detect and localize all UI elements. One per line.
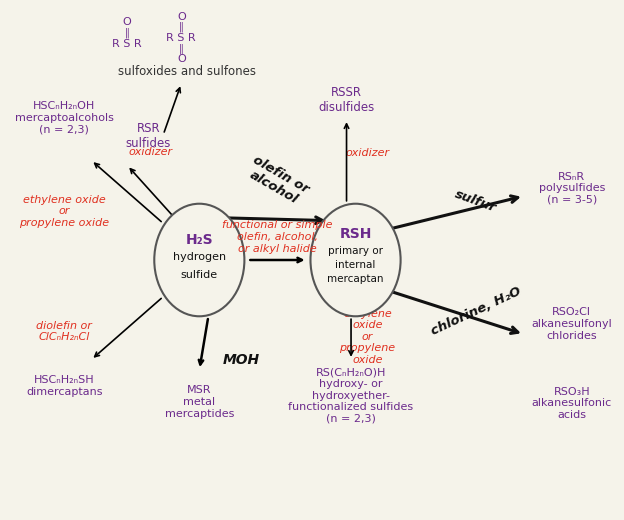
- Ellipse shape: [311, 204, 401, 316]
- Text: RS(CₙH₂ₙO)H
hydroxy- or
hydroxyether-
functionalized sulfides
(n = 2,3): RS(CₙH₂ₙO)H hydroxy- or hydroxyether- fu…: [288, 368, 414, 424]
- Text: olefin or
alcohol: olefin or alcohol: [243, 153, 311, 209]
- Text: oxidizer: oxidizer: [346, 148, 389, 158]
- Text: ‖: ‖: [125, 27, 130, 37]
- Text: internal: internal: [335, 260, 376, 270]
- Text: RSR
sulfides: RSR sulfides: [125, 122, 171, 150]
- Text: sulfide: sulfide: [181, 270, 218, 280]
- Text: sulfoxides and sulfones: sulfoxides and sulfones: [119, 66, 256, 79]
- Text: ‖: ‖: [179, 22, 183, 32]
- Text: ‖: ‖: [179, 44, 183, 55]
- Text: O: O: [123, 17, 132, 27]
- Text: HSCₙH₂ₙSH
dimercaptans: HSCₙH₂ₙSH dimercaptans: [26, 375, 102, 397]
- Text: diolefin or
ClCₙH₂ₙCl: diolefin or ClCₙH₂ₙCl: [36, 321, 92, 343]
- Text: RSSR
disulfides: RSSR disulfides: [318, 86, 374, 114]
- Text: oxidizer: oxidizer: [128, 148, 172, 158]
- Text: ethylene oxide
or
propylene oxide: ethylene oxide or propylene oxide: [19, 195, 109, 228]
- Text: sulfur: sulfur: [453, 188, 499, 215]
- Text: MOH: MOH: [223, 353, 260, 367]
- Text: RSO₃H
alkanesulfonic
acids: RSO₃H alkanesulfonic acids: [532, 387, 612, 420]
- Text: mercaptan: mercaptan: [328, 275, 384, 284]
- Text: HSCₙH₂ₙOH
mercaptoalcohols
(n = 2,3): HSCₙH₂ₙOH mercaptoalcohols (n = 2,3): [15, 101, 114, 135]
- Text: O: O: [177, 54, 186, 64]
- Text: R S R: R S R: [112, 38, 142, 48]
- Text: MSR
metal
mercaptides: MSR metal mercaptides: [165, 385, 234, 419]
- Text: R S R: R S R: [167, 33, 196, 44]
- Text: primary or: primary or: [328, 246, 383, 256]
- Text: hydrogen: hydrogen: [173, 252, 226, 263]
- Text: functional or simple
olefin, alcohol,
or alkyl halide: functional or simple olefin, alcohol, or…: [222, 220, 333, 254]
- Text: RSO₂Cl
alkanesulfonyl
chlorides: RSO₂Cl alkanesulfonyl chlorides: [532, 307, 612, 341]
- Text: H₂S: H₂S: [185, 232, 213, 246]
- Text: O: O: [177, 12, 186, 22]
- Text: chlorine, H₂O: chlorine, H₂O: [429, 284, 523, 338]
- Text: ethylene
oxide
or
propylene
oxide: ethylene oxide or propylene oxide: [339, 308, 396, 365]
- Text: RSH: RSH: [339, 227, 372, 241]
- Ellipse shape: [154, 204, 245, 316]
- Text: RSₙR
polysulfides
(n = 3-5): RSₙR polysulfides (n = 3-5): [539, 172, 605, 205]
